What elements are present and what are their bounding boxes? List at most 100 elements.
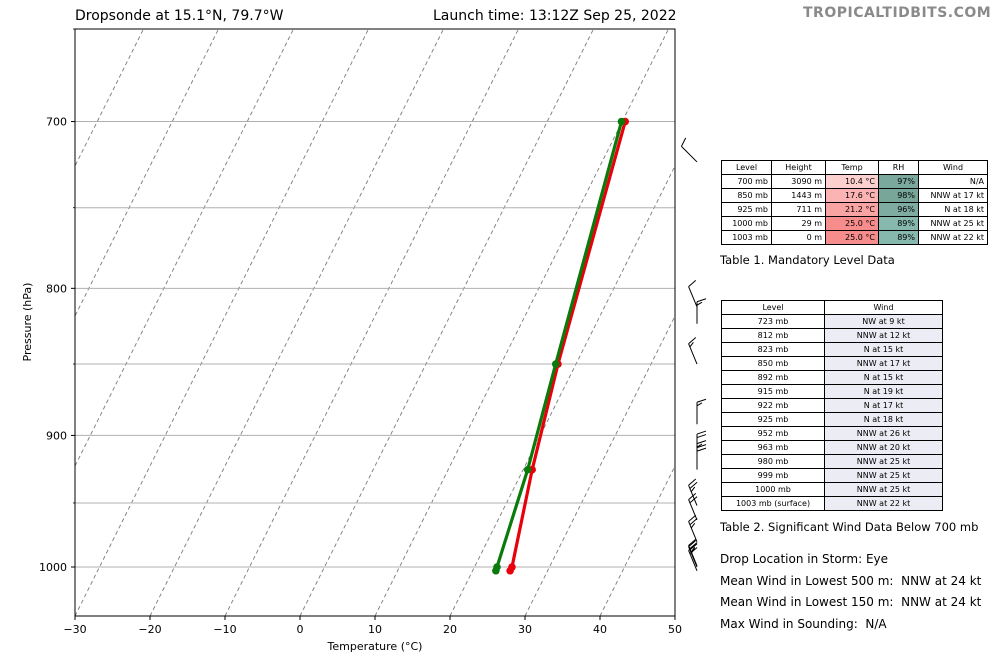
header-temp: Temp xyxy=(825,160,879,175)
cell-level: 1003 mb xyxy=(721,230,772,245)
cell-wind: N at 17 kt xyxy=(824,398,943,413)
table2-caption: Table 2. Significant Wind Data Below 700… xyxy=(720,520,979,534)
header-height: Height xyxy=(771,160,826,175)
cell-level: 952 mb xyxy=(721,426,825,441)
cell-level: 925 mb xyxy=(721,412,825,427)
wind-barb xyxy=(688,543,698,571)
chart-title-launch-time: Launch time: 13:12Z Sep 25, 2022 xyxy=(433,8,677,24)
y-tick-label: 700 xyxy=(46,116,67,129)
plot-frame xyxy=(74,28,676,617)
brand-watermark: TROPICALTIDBITS.COM xyxy=(803,5,992,21)
cell-wind: N/A xyxy=(918,174,988,189)
dewpoint-point xyxy=(617,117,626,126)
table-row: 963 mb NNW at 20 kt xyxy=(721,440,943,455)
x-tick-label: 50 xyxy=(668,623,682,636)
cell-wind: NNW at 25 kt xyxy=(918,216,988,231)
x-axis-label: Temperature (°C) xyxy=(327,640,423,653)
cell-level: 823 mb xyxy=(721,342,825,357)
table-row: 850 mb NNW at 17 kt xyxy=(721,356,943,371)
cell-height: 1443 m xyxy=(771,188,826,203)
cell-wind: NNW at 26 kt xyxy=(824,426,943,441)
table-row: 952 mb NNW at 26 kt xyxy=(721,426,943,441)
x-tick-label: −10 xyxy=(213,623,236,636)
header-level: Level xyxy=(721,160,772,175)
cell-wind: N at 15 kt xyxy=(824,370,943,385)
wind-barb xyxy=(688,280,698,308)
cell-level: 812 mb xyxy=(721,328,825,343)
cell-height: 711 m xyxy=(771,202,826,217)
table-row: 700 mb 3090 m 10.4 °C 97% N/A xyxy=(721,174,988,189)
table-row: 850 mb 1443 m 17.6 °C 98% NNW at 17 kt xyxy=(721,188,988,203)
y-tick-label: 800 xyxy=(46,282,67,295)
cell-wind: NNW at 25 kt xyxy=(824,468,943,483)
y-tick-label: 900 xyxy=(46,429,67,442)
cell-wind: N at 18 kt xyxy=(918,202,988,217)
table-row: 723 mb NW at 9 kt xyxy=(721,314,943,329)
cell-level: 850 mb xyxy=(721,356,825,371)
temperature-point xyxy=(506,566,514,575)
drop-location-text: Drop Location in Storm: Eye xyxy=(720,552,889,566)
x-tick-label: 30 xyxy=(518,623,532,636)
cell-wind: NW at 9 kt xyxy=(824,314,943,329)
isotherm-line xyxy=(224,29,519,616)
cell-level: 700 mb xyxy=(721,174,772,189)
cell-level: 999 mb xyxy=(721,468,825,483)
table-row: 915 mb N at 19 kt xyxy=(721,384,943,399)
cell-rh: 89% xyxy=(878,230,919,245)
cell-level: 980 mb xyxy=(721,454,825,469)
cell-temp: 25.0 °C xyxy=(825,216,879,231)
dewpoint-point xyxy=(523,465,532,474)
isotherm-line xyxy=(75,29,219,318)
isotherm-line xyxy=(75,29,144,168)
table-row: 892 mb N at 15 kt xyxy=(721,370,943,385)
x-tick-label: −30 xyxy=(63,623,86,636)
table-row: 925 mb N at 18 kt xyxy=(721,412,943,427)
wind-barb xyxy=(680,137,698,163)
cell-temp: 10.4 °C xyxy=(825,174,879,189)
cell-rh: 96% xyxy=(878,202,919,217)
y-axis-label: Pressure (hPa) xyxy=(21,283,34,362)
cell-wind: NNW at 17 kt xyxy=(824,356,943,371)
isotherm-line xyxy=(75,29,294,468)
table-row: 812 mb NNW at 12 kt xyxy=(721,328,943,343)
cell-level: 723 mb xyxy=(721,314,825,329)
header-level: Level xyxy=(721,300,825,315)
cell-wind: NNW at 22 kt xyxy=(824,496,943,511)
cell-level: 922 mb xyxy=(721,398,825,413)
table-row: 1000 mb NNW at 25 kt xyxy=(721,482,943,497)
wind-barb xyxy=(688,337,698,365)
isotherm-line xyxy=(374,29,669,616)
wind-barb xyxy=(696,440,707,466)
x-tick-label: −20 xyxy=(138,623,161,636)
cell-wind: NNW at 17 kt xyxy=(918,188,988,203)
cell-level: 925 mb xyxy=(721,202,772,217)
isotherm-line xyxy=(449,164,675,616)
x-tick-label: 0 xyxy=(297,623,304,636)
cell-rh: 89% xyxy=(878,216,919,231)
cell-level: 1000 mb xyxy=(721,216,772,231)
cell-wind: NNW at 12 kt xyxy=(824,328,943,343)
table-row: 1000 mb 29 m 25.0 °C 89% NNW at 25 kt xyxy=(721,216,988,231)
mean-wind-150m-text: Mean Wind in Lowest 150 m: NNW at 24 kt xyxy=(720,595,982,609)
cell-level: 915 mb xyxy=(721,384,825,399)
cell-temp: 17.6 °C xyxy=(825,188,879,203)
table-row: 980 mb NNW at 25 kt xyxy=(721,454,943,469)
header-wind: Wind xyxy=(824,300,943,315)
cell-wind: NNW at 20 kt xyxy=(824,440,943,455)
cell-wind: NNW at 25 kt xyxy=(824,454,943,469)
mean-wind-500m-text: Mean Wind in Lowest 500 m: NNW at 24 kt xyxy=(720,574,982,588)
cell-level: 1003 mb (surface) xyxy=(721,496,825,511)
wind-barb xyxy=(688,493,698,521)
wind-barb xyxy=(696,298,707,324)
cell-level: 963 mb xyxy=(721,440,825,455)
wind-barb xyxy=(688,514,698,542)
cell-temp: 25.0 °C xyxy=(825,230,879,245)
table-row: 922 mb N at 17 kt xyxy=(721,398,943,413)
table-row: 1003 mb 0 m 25.0 °C 89% NNW at 22 kt xyxy=(721,230,988,245)
dewpoint-point xyxy=(492,566,500,575)
table-row: 823 mb N at 15 kt xyxy=(721,342,943,357)
isotherm-line xyxy=(75,29,369,616)
cell-temp: 21.2 °C xyxy=(825,202,879,217)
header-rh: RH xyxy=(878,160,919,175)
